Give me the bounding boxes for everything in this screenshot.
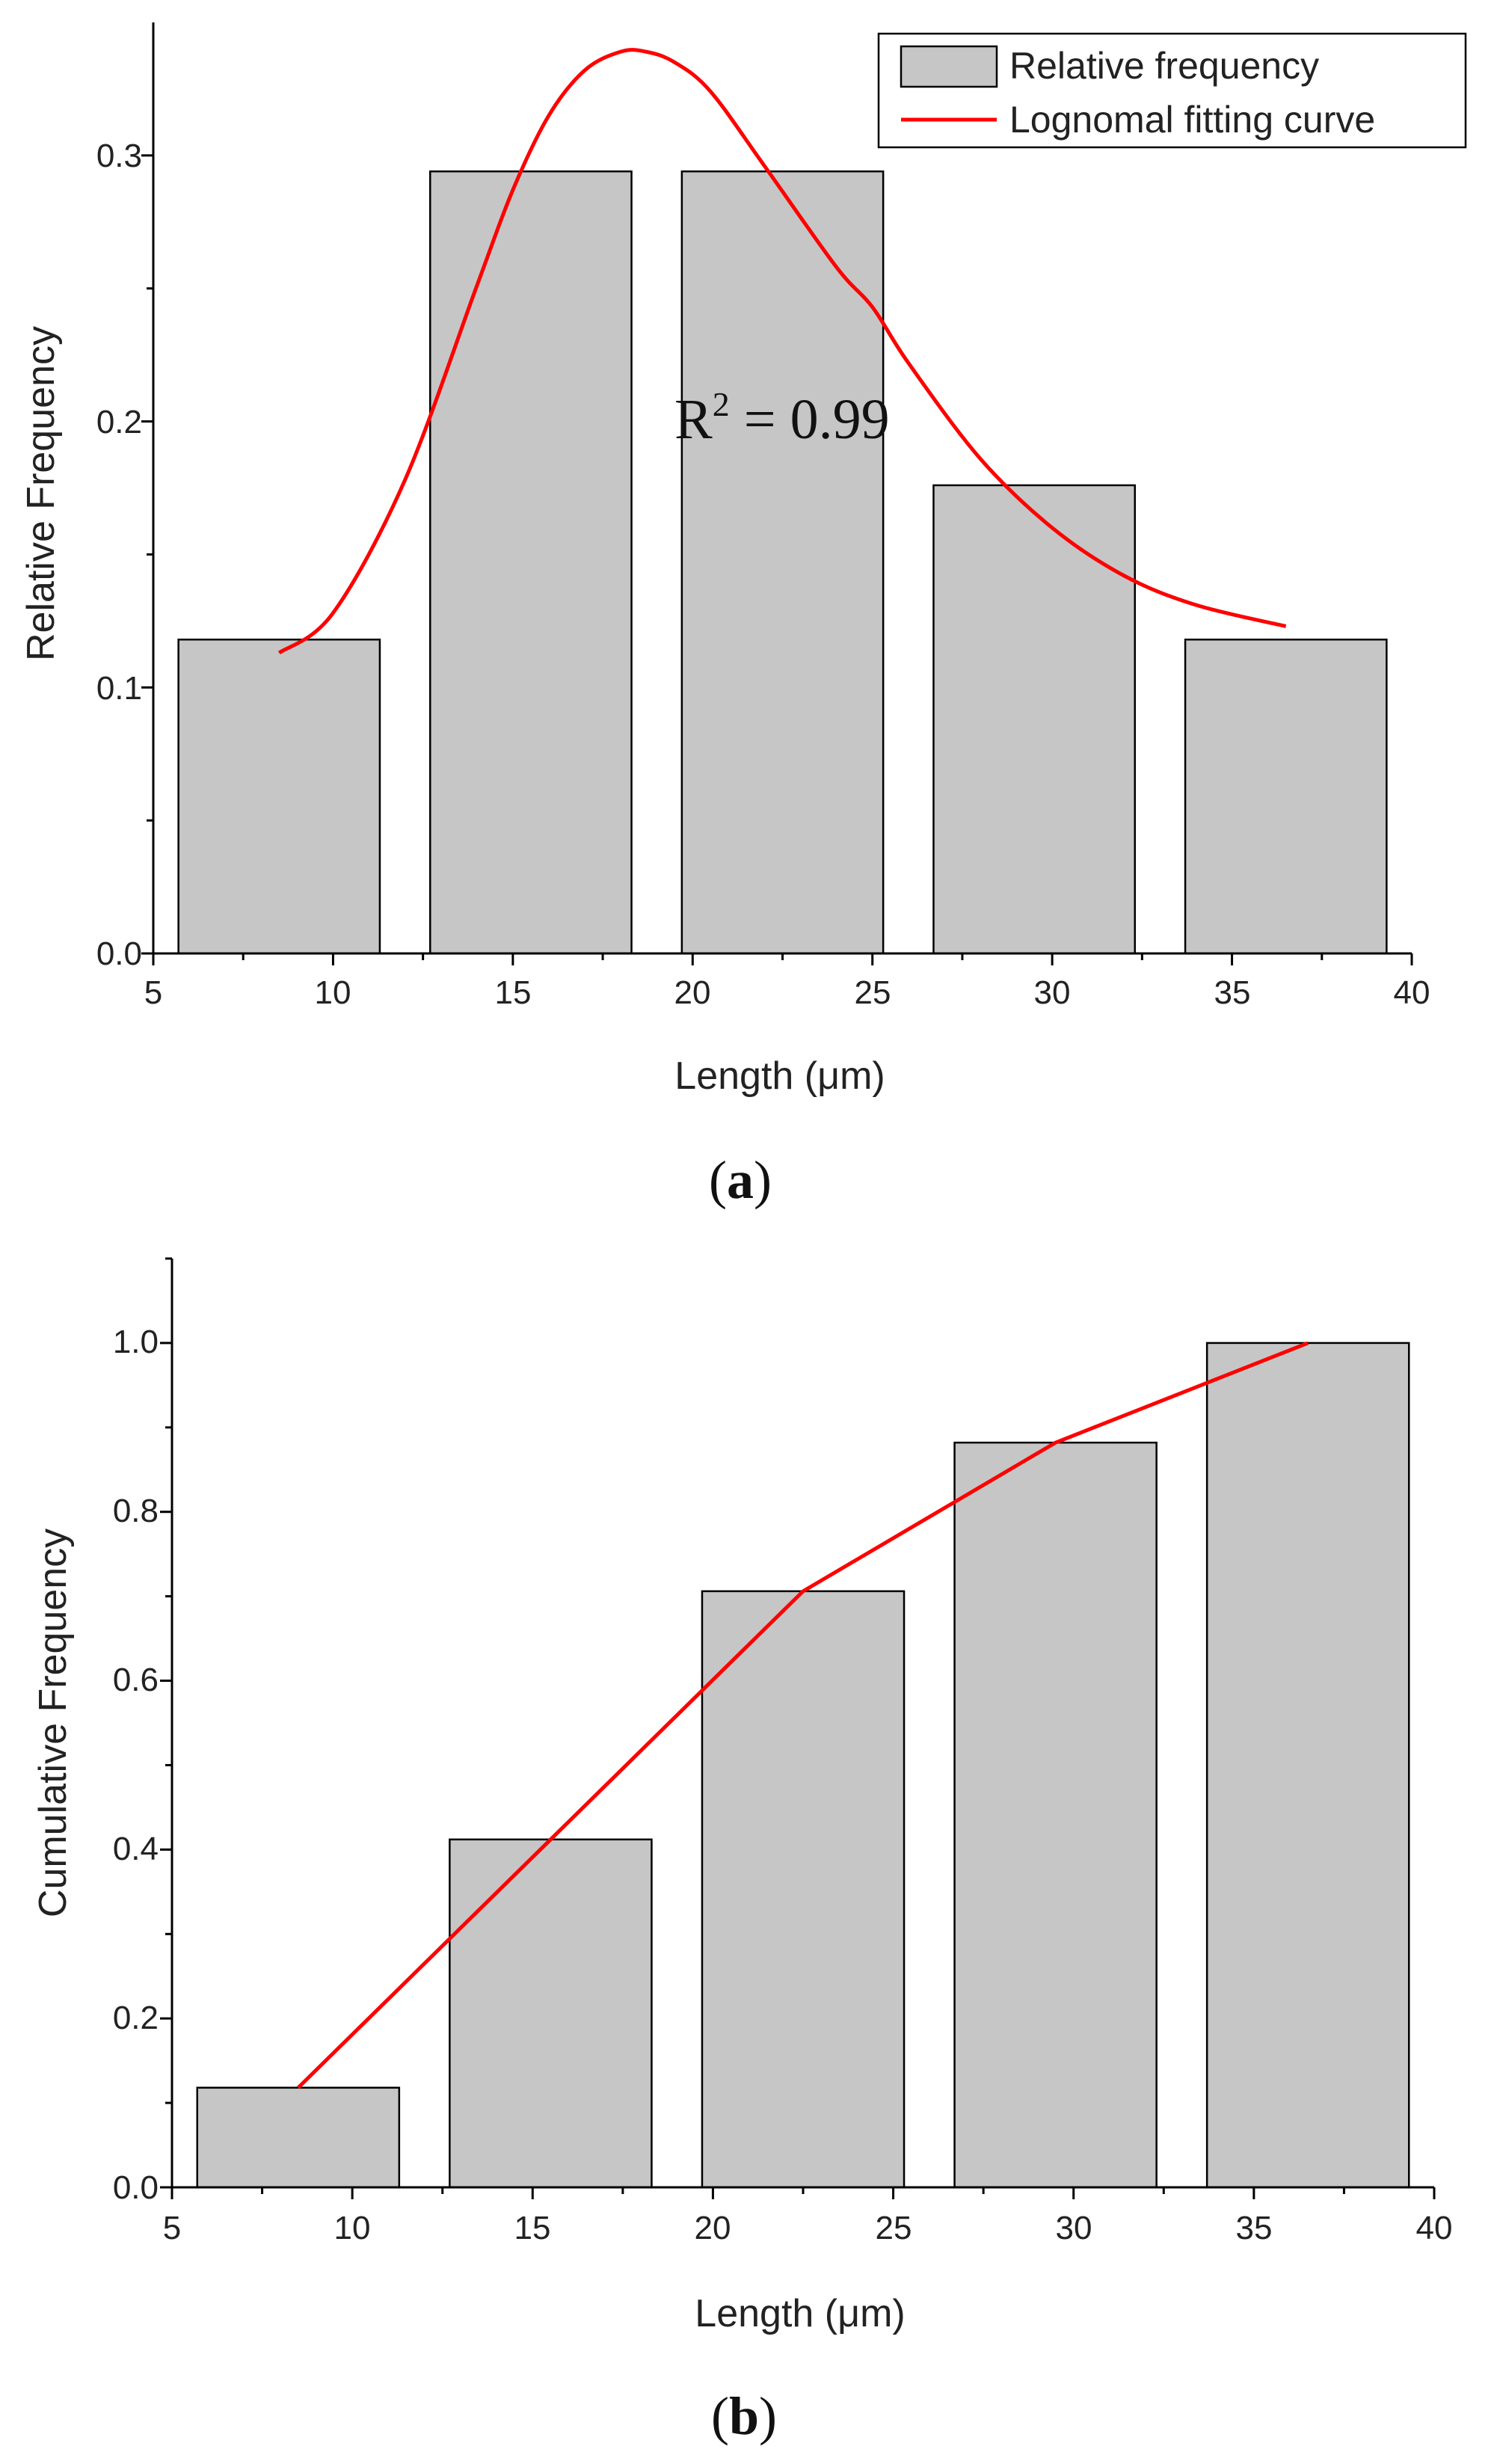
x-tick-label: 5 — [144, 974, 162, 1011]
bar-group — [196, 1342, 1410, 2189]
legend-label-relative-frequency: Relative frequency — [1009, 45, 1319, 87]
x-tick-label: 30 — [1034, 974, 1071, 1011]
x-tick-label: 25 — [876, 2210, 912, 2246]
y-axis-title: Relative Frequency — [19, 326, 63, 661]
ticks — [141, 154, 1413, 965]
x-tick-labels: 5 10 15 20 25 30 35 40 — [144, 974, 1430, 1011]
y-tick-label: 1.0 — [113, 1324, 159, 1360]
fit-curve-line — [277, 48, 1287, 655]
y-tick-labels: 0.0 0.1 0.2 0.3 — [96, 138, 142, 972]
y-tick-label: 0.1 — [96, 670, 142, 707]
x-tick-label: 35 — [1236, 2210, 1273, 2246]
x-tick-label: 35 — [1214, 974, 1251, 1011]
y-tick-label: 0.8 — [113, 1493, 159, 1529]
x-tick-label: 25 — [855, 974, 891, 1011]
bar — [177, 639, 381, 955]
y-tick-labels: 0.0 0.2 0.4 0.6 0.8 1.0 — [113, 1324, 159, 2206]
legend-label-fitting-curve: Lognomal fitting curve — [1009, 99, 1375, 141]
panel-label-b: (b) — [711, 2386, 777, 2446]
y-tick-label: 0.0 — [113, 2169, 159, 2206]
x-axis-title: Length (μm) — [674, 1054, 885, 1098]
bar — [1205, 1342, 1410, 2189]
x-tick-label: 30 — [1056, 2210, 1092, 2246]
x-tick-label: 20 — [674, 974, 711, 1011]
annotation-value: = 0.99 — [730, 388, 890, 451]
y-tick-label: 0.0 — [96, 935, 142, 972]
legend-swatch-bar — [900, 45, 998, 88]
x-axis-title: Length (μm) — [695, 2292, 905, 2335]
bar — [1184, 639, 1388, 955]
bar — [449, 1838, 653, 2189]
y-tick-label: 0.6 — [113, 1662, 159, 1698]
bar — [932, 484, 1136, 955]
y-tick-label: 0.2 — [113, 2000, 159, 2036]
panel-label-a: (a) — [709, 1150, 772, 1210]
x-tick-label: 10 — [315, 974, 351, 1011]
cumulative-line-group — [297, 1341, 1309, 2089]
chart-panel-b: 0.0 0.2 0.4 0.6 0.8 1.0 5 10 15 20 25 30… — [31, 1257, 1453, 2446]
x-tick-label: 40 — [1416, 2210, 1453, 2246]
x-tick-labels: 5 10 15 20 25 30 35 40 — [163, 2210, 1453, 2246]
y-tick-label: 0.2 — [96, 404, 142, 440]
x-tick-label: 5 — [163, 2210, 181, 2246]
bar — [680, 170, 885, 955]
bar — [953, 1441, 1158, 2189]
x-tick-label: 40 — [1394, 974, 1430, 1011]
chart-panel-a: 0.0 0.1 0.2 0.3 5 10 15 20 25 30 35 40 L… — [19, 22, 1467, 1210]
r-squared-annotation: R2 = 0.99 — [674, 385, 890, 451]
legend: Relative frequency Lognomal fitting curv… — [877, 32, 1467, 149]
bar — [196, 2086, 401, 2189]
bar-group — [177, 170, 1388, 955]
y-tick-label: 0.4 — [113, 1831, 159, 1867]
panel-letter-a: a — [727, 1150, 754, 1210]
cumulative-line — [297, 1341, 1309, 2089]
bar — [429, 170, 633, 955]
fit-curve-group — [277, 48, 1287, 655]
x-tick-label: 15 — [495, 974, 532, 1011]
y-tick-label: 0.3 — [96, 138, 142, 174]
x-tick-label: 10 — [334, 2210, 371, 2246]
bar — [701, 1590, 906, 2189]
y-axis-title: Cumulative Frequency — [31, 1529, 75, 1917]
x-tick-label: 20 — [695, 2210, 731, 2246]
panel-letter-b: b — [729, 2386, 759, 2446]
ticks — [160, 1257, 1436, 2199]
annotation-base: R — [674, 388, 713, 451]
annotation-superscript: 2 — [713, 385, 730, 423]
x-tick-label: 15 — [514, 2210, 551, 2246]
